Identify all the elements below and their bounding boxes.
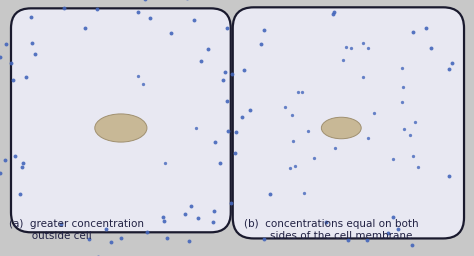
FancyBboxPatch shape <box>11 8 231 232</box>
Text: (a)  greater concentration
       outside cell: (a) greater concentration outside cell <box>9 219 145 241</box>
Text: (b)  concentrations equal on both
        sides of the cell membrane: (b) concentrations equal on both sides o… <box>244 219 419 241</box>
Ellipse shape <box>321 117 361 139</box>
FancyBboxPatch shape <box>233 7 464 238</box>
Ellipse shape <box>95 114 147 142</box>
